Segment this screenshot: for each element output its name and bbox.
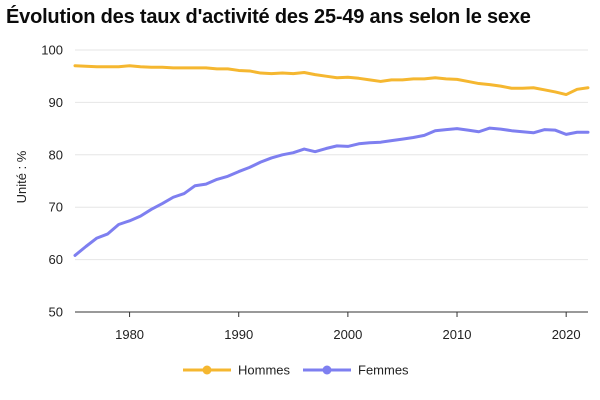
x-axis: 1980 1990 2000 2010 2020 — [75, 311, 588, 342]
x-tick-label: 2020 — [552, 327, 581, 342]
legend-swatch-marker — [322, 365, 332, 375]
y-tick-label: 60 — [49, 252, 63, 267]
legend-swatch-marker — [202, 365, 212, 375]
legend-label: Femmes — [358, 363, 409, 378]
x-tick-label: 1980 — [115, 327, 144, 342]
legend-item-hommes[interactable]: Hommes — [183, 363, 291, 378]
y-axis-title: Unité : % — [14, 150, 29, 203]
y-tick-label: 50 — [49, 305, 63, 320]
y-tick-label: 80 — [49, 147, 63, 162]
legend-label: Hommes — [238, 363, 291, 378]
x-tick-label: 1990 — [224, 327, 253, 342]
chart-title: Évolution des taux d'activité des 25-49 … — [6, 6, 531, 28]
x-tick-label: 2010 — [443, 327, 472, 342]
series-line-hommes — [73, 64, 590, 97]
y-tick-label: 100 — [41, 43, 63, 58]
x-tick-label: 2000 — [333, 327, 362, 342]
y-tick-label: 70 — [49, 200, 63, 215]
legend[interactable]: Hommes Femmes — [183, 363, 409, 378]
legend-item-femmes[interactable]: Femmes — [303, 363, 409, 378]
y-axis-ticks: 50 60 70 80 90 100 — [41, 43, 63, 320]
series-lines — [73, 64, 590, 257]
series-line-femmes — [73, 126, 590, 257]
y-tick-label: 90 — [49, 95, 63, 110]
grid-lines — [75, 49, 588, 261]
